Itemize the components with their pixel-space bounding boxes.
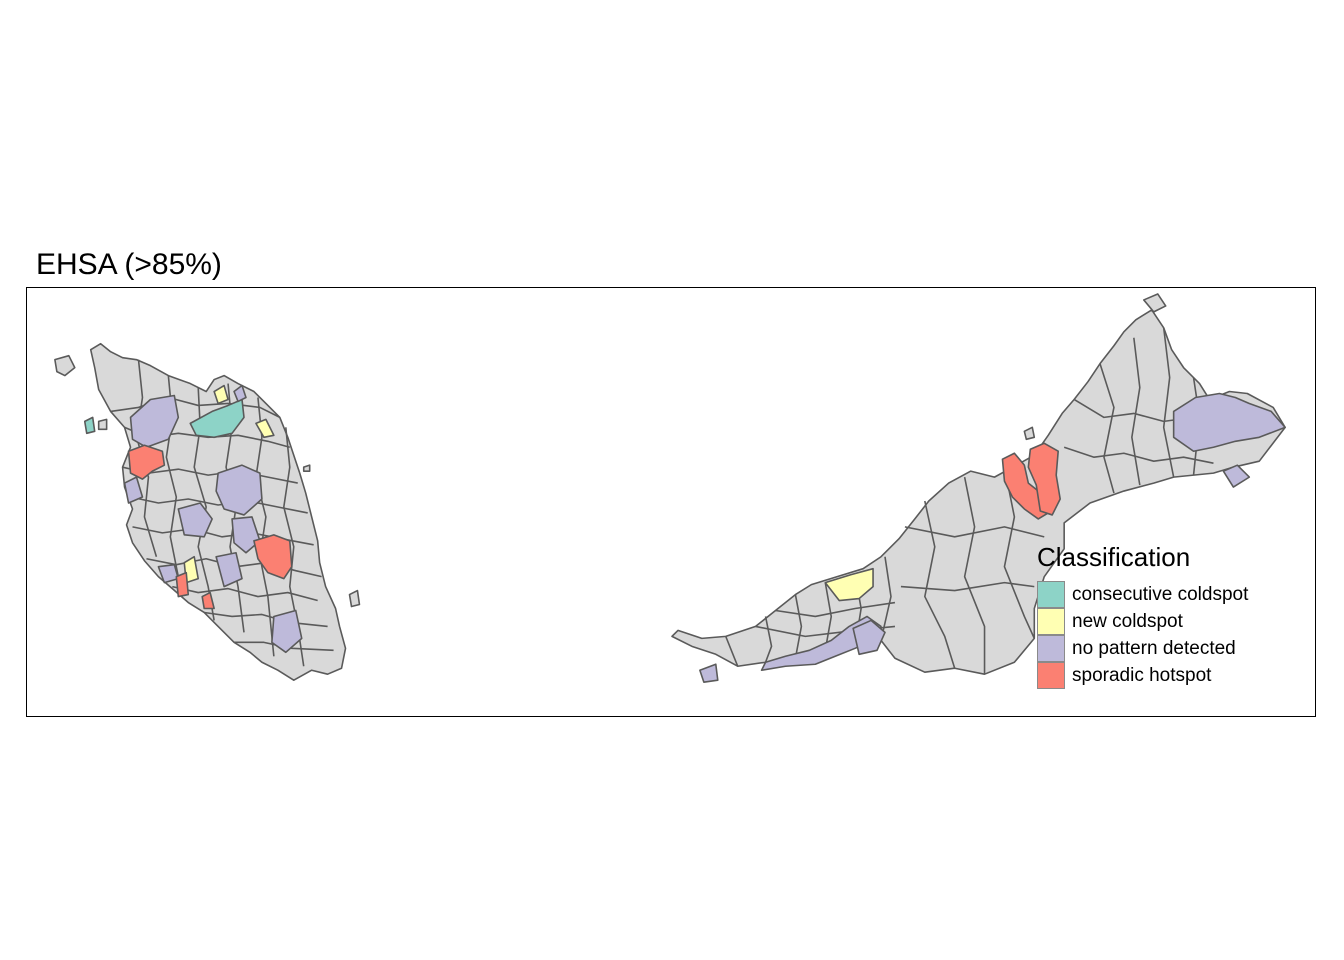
district-no-pattern-borneo-5 [1222,464,1251,488]
district-no-pattern-6 [215,551,243,588]
peninsular-malaysia [54,342,361,681]
legend-swatch [1037,581,1065,608]
legend-swatch [1037,635,1065,662]
district-no-pattern-9 [233,384,247,403]
legend-swatch [1037,662,1065,689]
district-consecutive-coldspot-2 [83,416,96,435]
map-title: EHSA (>85%) [36,248,222,281]
legend-label: sporadic hotspot [1072,664,1212,686]
map-frame: Classification consecutive coldspot new … [26,287,1316,717]
district-sporadic-hotspot-borneo-2 [1027,442,1061,516]
district-sporadic-hotspot-1 [127,444,166,480]
legend-item-no-pattern-detected: no pattern detected [1037,635,1248,662]
district-consecutive-coldspot [189,398,245,439]
district-no-pattern-1 [129,394,180,449]
legend-title: Classification [1037,542,1191,572]
legend-label: new coldspot [1072,610,1183,632]
district-no-pattern-2 [215,464,263,516]
legend-item-new-coldspot: new coldspot [1037,608,1248,635]
district-no-pattern-5 [123,476,144,504]
legend-item-sporadic-hotspot: sporadic hotspot [1037,662,1248,689]
island-labuan [1023,426,1036,441]
east-malaysia [671,293,1286,683]
legend-item-consecutive-coldspot: consecutive coldspot [1037,581,1248,608]
district-no-pattern-borneo-4 [1172,392,1286,453]
district-sporadic-hotspot-4 [201,591,215,610]
district-no-pattern-borneo-2 [852,619,886,656]
island-langkawi [54,354,76,377]
district-no-pattern-4 [231,516,261,554]
district-new-coldspot [213,384,229,405]
district-no-pattern-borneo-3 [699,663,719,683]
island-east-2 [348,589,361,608]
map-canvas [54,293,1286,683]
island-east [302,464,311,472]
district-no-pattern-borneo-1 [760,615,882,672]
legend-swatch [1037,608,1065,635]
district-no-pattern-7 [271,609,303,654]
district-sporadic-hotspot-3 [175,571,190,598]
legend: Classification consecutive coldspot new … [1037,542,1248,689]
district-sporadic-hotspot-2 [253,534,293,580]
island-penang [97,418,108,431]
legend-label: no pattern detected [1072,637,1236,659]
district-new-coldspot-2 [255,418,275,439]
island-banggi [1142,293,1167,313]
district-new-coldspot-borneo [824,567,874,602]
legend-label: consecutive coldspot [1072,583,1249,605]
district-no-pattern-3 [177,502,213,538]
